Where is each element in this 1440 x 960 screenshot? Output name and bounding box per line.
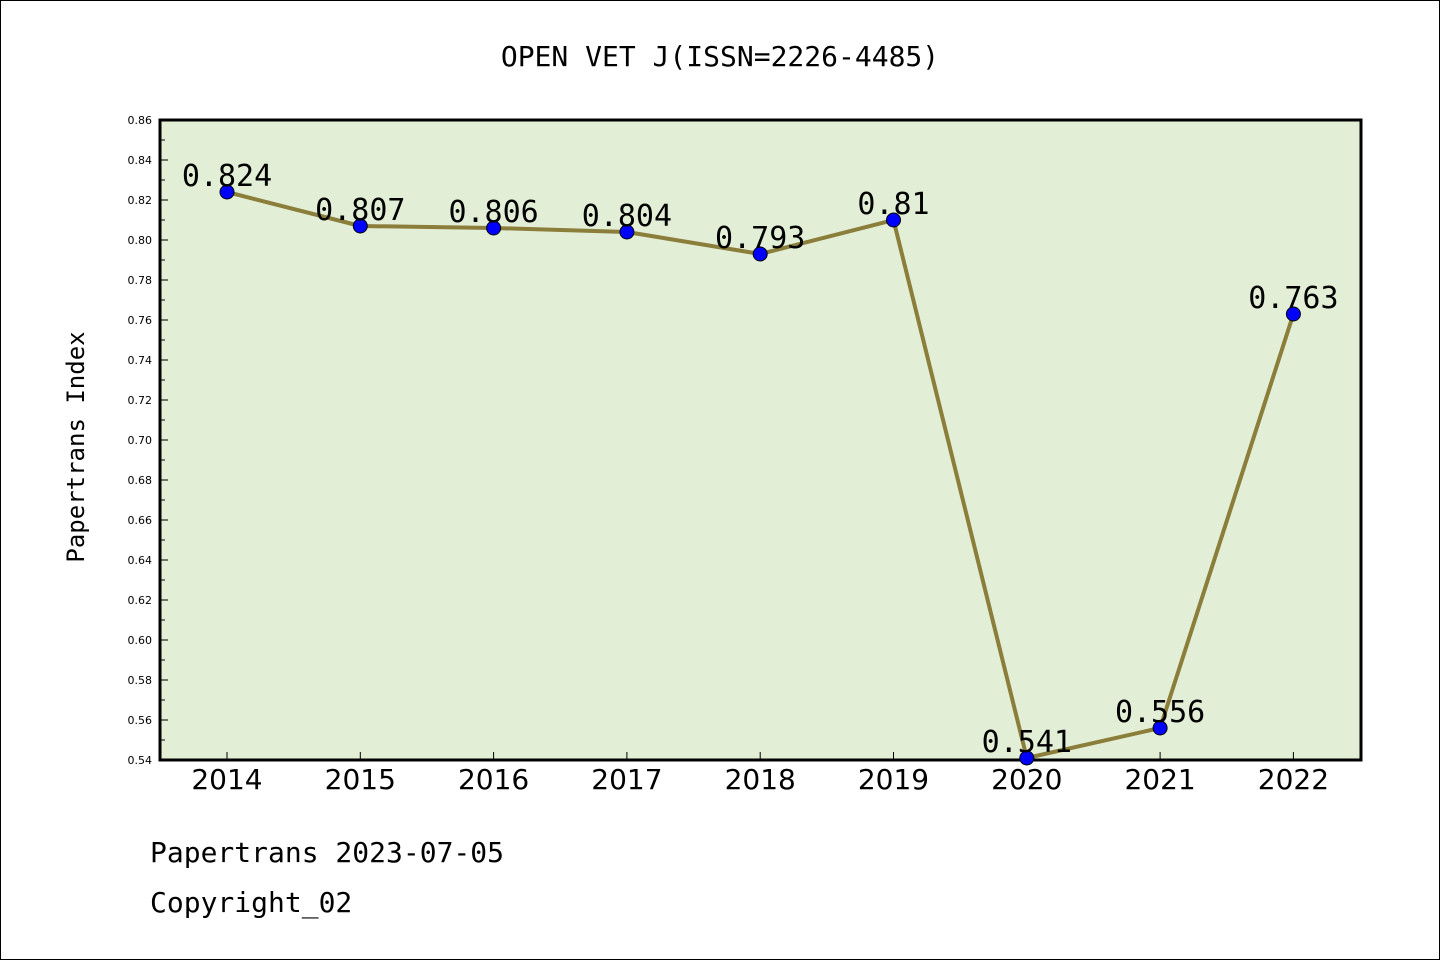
y-tick-label: 0.70 — [128, 434, 153, 447]
y-tick-label: 0.54 — [128, 754, 153, 767]
y-tick-label: 0.84 — [128, 154, 153, 167]
y-tick-label: 0.60 — [128, 634, 153, 647]
y-tick-label: 0.72 — [128, 394, 153, 407]
data-point — [752, 246, 768, 262]
x-tick-label: 2016 — [458, 763, 529, 796]
footer-copyright: Copyright_02 — [150, 886, 353, 919]
x-tick-label: 2019 — [858, 763, 929, 796]
x-tick-label: 2021 — [1124, 763, 1195, 796]
x-tick-label: 2014 — [191, 763, 262, 796]
data-point — [352, 218, 368, 234]
y-tick-label: 0.64 — [128, 554, 153, 567]
x-axis: 2014 2015 2016 2017 2018 2019 2020 2021 2022 — [191, 752, 1329, 796]
y-tick-label: 0.86 — [128, 114, 153, 127]
series-layer: 0.824 0.807 0.806 0.804 0.793 0.81 0.541 0.556 0… — [182, 159, 1339, 766]
data-point — [219, 184, 235, 200]
data-point — [1285, 306, 1301, 322]
y-tick-label: 0.74 — [128, 354, 153, 367]
x-tick-label: 2022 — [1258, 763, 1329, 796]
data-point — [1019, 750, 1035, 766]
y-tick-label: 0.82 — [128, 194, 153, 207]
y-tick-label: 0.58 — [128, 674, 153, 687]
data-label: 0.556 — [1115, 695, 1205, 730]
data-label: 0.804 — [582, 199, 672, 234]
data-point — [1152, 720, 1168, 736]
y-axis: 0.54 0.56 0.58 0.60 0.62 0.64 0.66 0.68 0.70 0.72… — [128, 114, 168, 767]
y-tick-label: 0.56 — [128, 714, 153, 727]
y-tick-label: 0.68 — [128, 474, 153, 487]
data-point — [486, 220, 502, 236]
data-label: 0.793 — [715, 221, 805, 256]
chart-title: OPEN VET J(ISSN=2226-4485) — [501, 40, 939, 73]
x-tick-label: 2015 — [325, 763, 396, 796]
data-label: 0.81 — [857, 187, 929, 222]
footer-date-line: Papertrans 2023-07-05 — [150, 836, 505, 869]
y-tick-label: 0.78 — [128, 274, 153, 287]
x-tick-label: 2018 — [725, 763, 796, 796]
y-tick-label: 0.66 — [128, 514, 153, 527]
data-label: 0.541 — [982, 725, 1072, 760]
x-tick-label: 2017 — [591, 763, 662, 796]
y-axis-label: Papertrans Index — [62, 331, 90, 562]
data-label: 0.763 — [1248, 281, 1338, 316]
data-label: 0.807 — [315, 193, 405, 228]
data-label: 0.824 — [182, 159, 272, 194]
y-tick-label: 0.62 — [128, 594, 153, 607]
data-point — [619, 224, 635, 240]
data-label: 0.806 — [448, 195, 538, 230]
y-tick-label: 0.76 — [128, 314, 153, 327]
y-tick-label: 0.80 — [128, 234, 153, 247]
x-tick-label: 2020 — [991, 763, 1062, 796]
data-point — [886, 212, 901, 228]
